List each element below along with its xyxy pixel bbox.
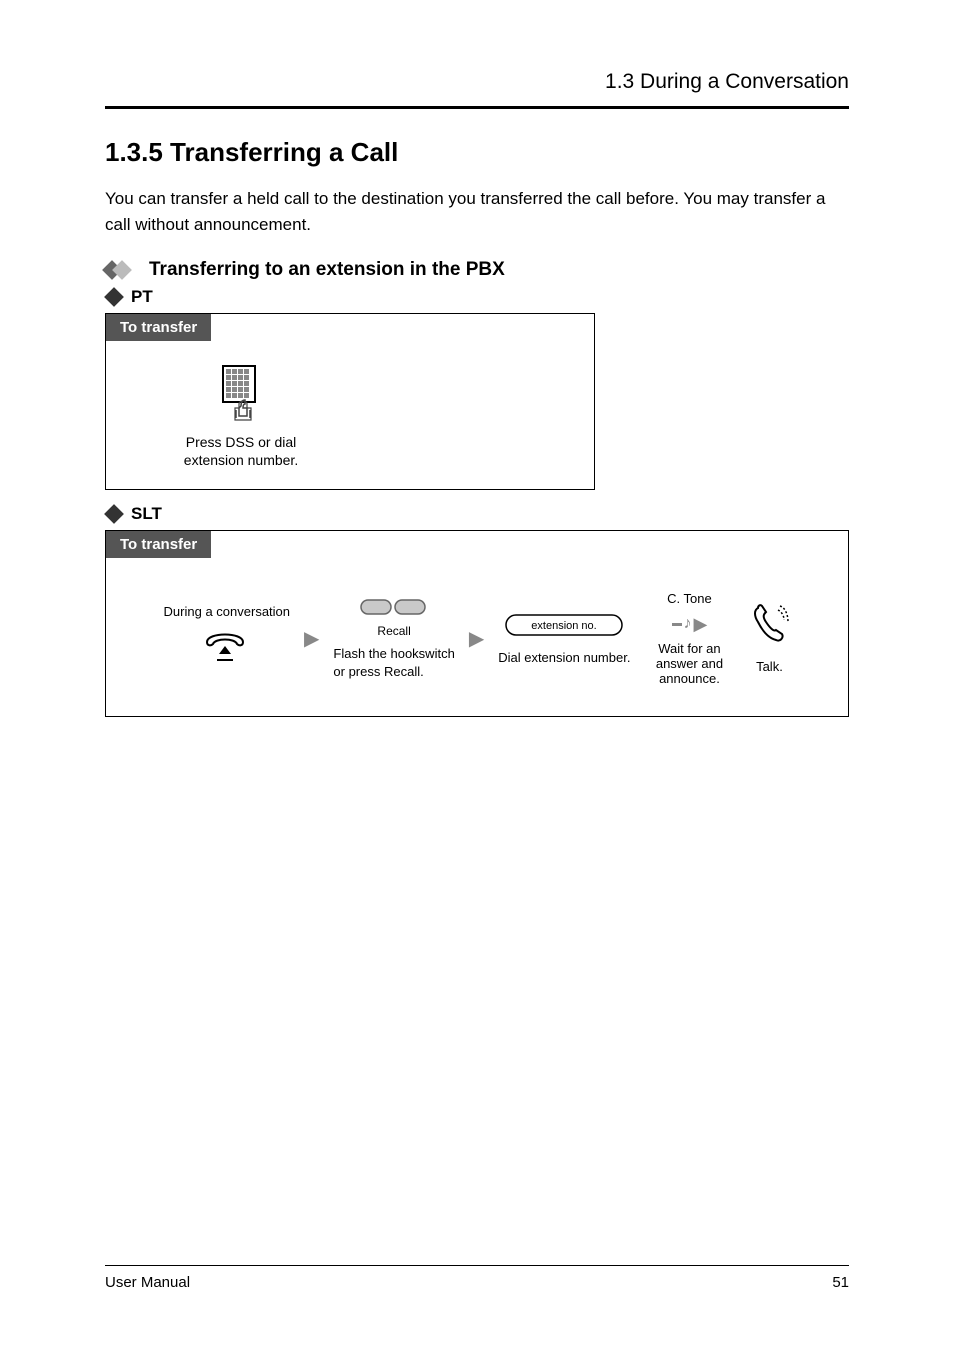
arrow-icon: ▶ <box>469 626 484 651</box>
slt-label-row: SLT <box>105 504 849 524</box>
flow-step-extension: extension no. Dial extension number. <box>498 611 630 666</box>
pt-label: PT <box>131 287 153 307</box>
slt-box-tab: To transfer <box>106 531 211 558</box>
section-title: 1.3.5 Transferring a Call <box>105 137 849 168</box>
flash-caption-2: or press Recall. <box>333 664 423 679</box>
recall-label: Recall <box>377 624 410 638</box>
press-caption-line2: extension number. <box>156 451 326 469</box>
diamond-icon <box>104 287 124 307</box>
arrow-icon: ▶ <box>304 626 319 651</box>
chapter-header: 1.3 During a Conversation <box>105 70 849 94</box>
sub-header-row: Transferring to an extension in the PBX <box>105 259 849 281</box>
flash-pill-icon <box>359 596 429 623</box>
press-block: Press DSS or dial extension number. <box>156 364 326 469</box>
footer-left: User Manual <box>105 1274 190 1291</box>
extension-slot-icon: extension no. <box>504 611 624 644</box>
flow-step-talk: Talk. <box>748 602 790 675</box>
footer-page-number: 51 <box>832 1274 849 1291</box>
ext-slot-text: extension no. <box>532 620 597 632</box>
flow-step-hook: During a conversation <box>164 604 290 673</box>
pt-box-tab: To transfer <box>106 314 211 341</box>
ctone-note: C. Tone <box>667 591 712 607</box>
pt-transfer-box: To transfer <box>105 313 595 490</box>
diamond-icon <box>104 504 124 524</box>
double-diamond-icon <box>105 261 139 279</box>
press-caption-line1: Press DSS or dial <box>156 433 326 451</box>
flow-row: During a conversation ▶ <box>126 581 828 695</box>
talk-caption: Talk. <box>756 659 783 675</box>
hook-pre-caption: During a conversation <box>164 604 290 620</box>
pt-label-row: PT <box>105 287 849 307</box>
intro-paragraph: You can transfer a held call to the dest… <box>105 186 849 237</box>
squiggle-arrow-icon: ♪ ▶ <box>672 614 708 635</box>
slt-transfer-box: To transfer During a conversation ▶ <box>105 530 849 716</box>
wait-caption: Wait for an answer and announce. <box>644 641 734 686</box>
divider-thick <box>105 106 849 109</box>
keypad-icon <box>217 364 265 427</box>
handset-hook-icon <box>201 626 253 673</box>
flash-caption-1: Flash the hookswitch <box>333 646 454 661</box>
slt-label: SLT <box>131 504 162 524</box>
flow-ctone-arrow: C. Tone ♪ ▶ Wait for an answer and annou… <box>644 591 734 685</box>
ringing-handset-icon <box>748 602 790 653</box>
ext-caption: Dial extension number. <box>498 650 630 666</box>
page-footer: User Manual 51 <box>105 1265 849 1291</box>
flow-step-flash: Recall Flash the hookswitch or press Rec… <box>333 596 454 681</box>
sub-header-label: Transferring to an extension in the PBX <box>149 259 505 281</box>
